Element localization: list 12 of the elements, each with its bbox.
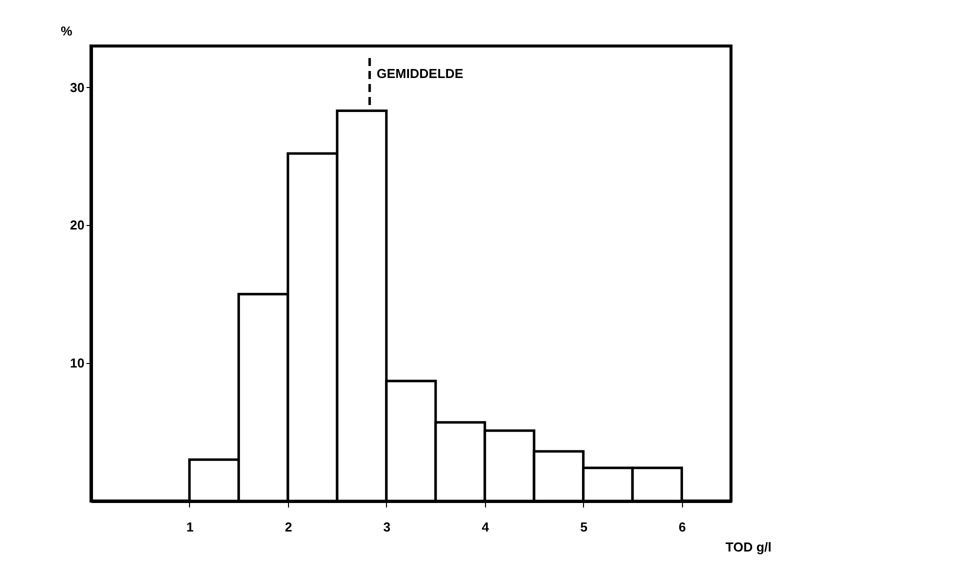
x-tick-label: 4 — [482, 520, 490, 534]
y-tick-label: 20 — [70, 218, 84, 233]
y-tick-label: 30 — [70, 80, 84, 95]
x-tick-label: 2 — [284, 520, 292, 534]
x-tick-label: 6 — [678, 520, 686, 534]
ref-line-label: GEMIDDELDE — [376, 66, 464, 81]
y-tick-label: 10 — [70, 356, 84, 371]
x-axis-title: TOD g/l — [726, 540, 772, 554]
y-axis-title: % — [60, 24, 73, 38]
x-tick-label: 1 — [186, 520, 194, 534]
x-tick-label: 5 — [580, 520, 588, 534]
x-tick-label: 3 — [383, 520, 390, 534]
